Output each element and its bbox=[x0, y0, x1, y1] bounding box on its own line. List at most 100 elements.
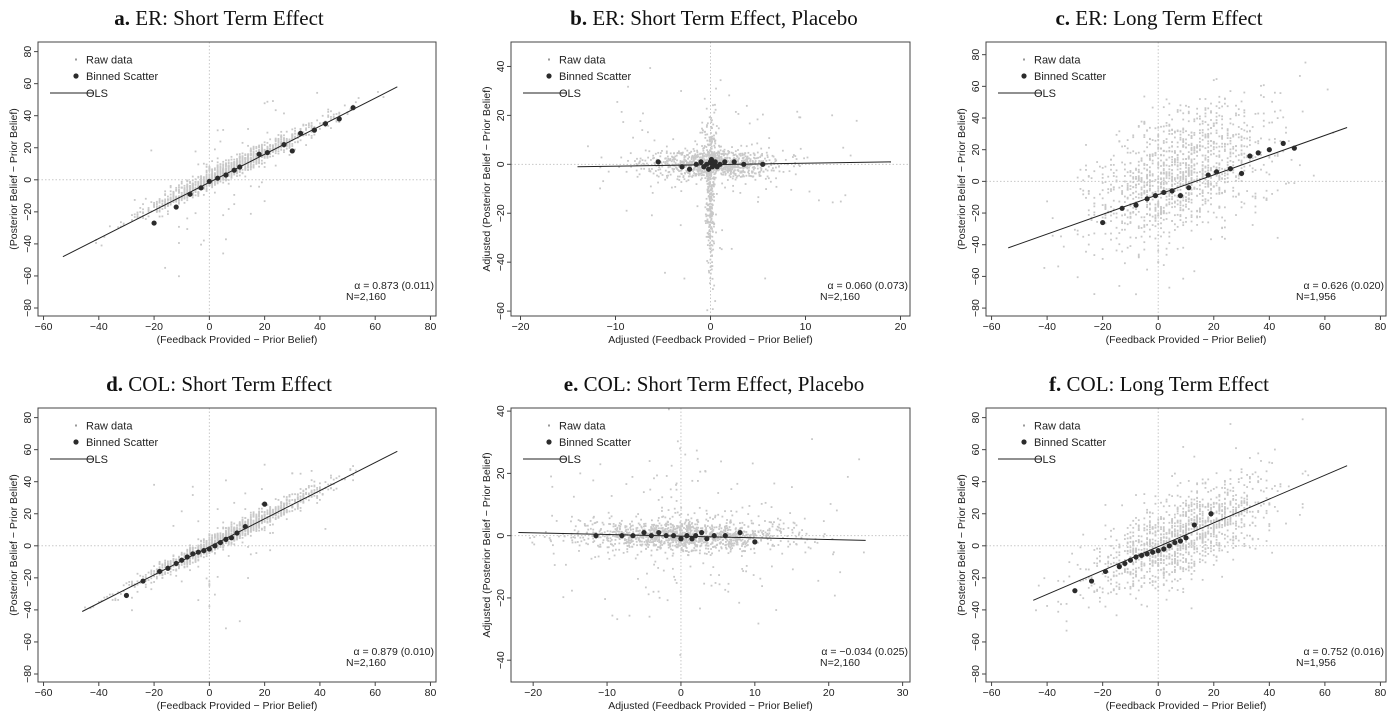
raw-data-point bbox=[1207, 185, 1210, 188]
raw-data-point bbox=[681, 161, 683, 164]
raw-data-point bbox=[706, 208, 708, 211]
raw-data-point bbox=[307, 122, 310, 125]
raw-data-point bbox=[1226, 137, 1229, 140]
raw-data-point bbox=[855, 119, 858, 122]
raw-data-point bbox=[674, 158, 677, 161]
raw-data-point bbox=[724, 166, 727, 169]
raw-data-point bbox=[1201, 221, 1204, 224]
raw-data-point bbox=[1201, 167, 1204, 170]
raw-data-point bbox=[1185, 138, 1187, 141]
raw-data-point bbox=[1265, 197, 1268, 200]
raw-data-point bbox=[307, 133, 310, 136]
raw-data-point bbox=[1210, 238, 1212, 241]
raw-data-point bbox=[202, 182, 205, 185]
raw-data-point bbox=[178, 199, 180, 202]
raw-data-point bbox=[1132, 176, 1135, 178]
raw-data-point bbox=[310, 125, 313, 128]
raw-data-point bbox=[1132, 197, 1135, 200]
raw-data-point bbox=[1282, 150, 1285, 153]
raw-data-point bbox=[712, 183, 715, 185]
raw-data-point bbox=[1254, 205, 1257, 208]
raw-data-point bbox=[178, 191, 180, 194]
raw-data-point bbox=[1240, 149, 1243, 152]
raw-data-point bbox=[1223, 168, 1226, 171]
raw-data-point bbox=[283, 511, 285, 514]
raw-data-point bbox=[1146, 163, 1149, 166]
raw-data-point bbox=[738, 162, 741, 165]
raw-data-point bbox=[743, 159, 746, 162]
raw-data-point bbox=[1176, 203, 1179, 206]
raw-data-point bbox=[1123, 262, 1126, 265]
raw-data-point bbox=[1215, 174, 1218, 177]
raw-data-point bbox=[1198, 184, 1201, 187]
raw-data-point bbox=[255, 158, 258, 161]
raw-data-point bbox=[1076, 233, 1079, 236]
raw-data-point bbox=[1171, 195, 1174, 198]
raw-data-point bbox=[1173, 200, 1176, 203]
raw-data-point bbox=[684, 172, 687, 175]
raw-data-point bbox=[1190, 161, 1193, 164]
raw-data-point bbox=[750, 143, 753, 146]
raw-data-point bbox=[222, 521, 225, 524]
raw-data-point bbox=[738, 166, 740, 169]
raw-data-point bbox=[1210, 127, 1212, 129]
raw-data-point bbox=[1240, 153, 1243, 156]
raw-data-point bbox=[1187, 200, 1190, 203]
raw-data-point bbox=[120, 225, 122, 228]
raw-data-point bbox=[108, 593, 111, 596]
raw-data-point bbox=[258, 529, 261, 532]
raw-data-point bbox=[155, 202, 158, 205]
raw-data-point bbox=[1143, 224, 1146, 227]
raw-data-point bbox=[158, 560, 161, 563]
raw-data-point bbox=[274, 150, 277, 153]
raw-data-point bbox=[692, 160, 695, 163]
raw-data-point bbox=[227, 208, 230, 210]
raw-data-point bbox=[1204, 200, 1207, 203]
raw-data-point bbox=[1212, 146, 1215, 148]
raw-data-point bbox=[1112, 212, 1115, 215]
raw-data-point bbox=[1182, 112, 1185, 115]
raw-data-point bbox=[652, 157, 654, 160]
x-tick-label: −60 bbox=[35, 321, 53, 333]
raw-data-point bbox=[680, 181, 683, 183]
raw-data-point bbox=[666, 160, 669, 163]
raw-data-point bbox=[1196, 216, 1199, 219]
raw-data-point bbox=[699, 178, 702, 181]
raw-data-point bbox=[1196, 162, 1199, 165]
raw-data-point bbox=[749, 154, 752, 156]
raw-data-point bbox=[1110, 190, 1112, 192]
raw-data-point bbox=[241, 155, 244, 158]
raw-data-point bbox=[208, 169, 211, 172]
panel-d: d. COL: Short Term Effect−60 −40 −20 0 20 40 6… bbox=[8, 372, 437, 712]
raw-data-point bbox=[682, 162, 685, 165]
raw-data-point bbox=[263, 102, 266, 105]
raw-data-point bbox=[180, 191, 183, 194]
x-tick-label: −40 bbox=[90, 321, 108, 333]
raw-data-point bbox=[1168, 156, 1171, 159]
raw-data-point bbox=[1157, 244, 1160, 247]
raw-data-point bbox=[1162, 149, 1165, 152]
raw-data-point bbox=[236, 175, 238, 177]
raw-data-point bbox=[382, 96, 385, 98]
raw-data-point bbox=[1182, 162, 1185, 164]
raw-data-point bbox=[169, 203, 172, 206]
raw-data-point bbox=[707, 204, 709, 206]
raw-data-point bbox=[1143, 248, 1146, 251]
raw-data-point bbox=[1201, 145, 1204, 148]
raw-data-point bbox=[133, 199, 136, 201]
raw-data-point bbox=[715, 193, 718, 195]
x-tick-label: 0 bbox=[206, 321, 212, 333]
raw-data-point bbox=[1173, 229, 1176, 231]
raw-data-point bbox=[713, 225, 715, 228]
raw-data-point bbox=[1204, 157, 1207, 160]
raw-data-point bbox=[252, 511, 255, 514]
raw-data-point bbox=[701, 163, 704, 166]
raw-data-point bbox=[319, 491, 321, 494]
raw-data-point bbox=[131, 214, 133, 216]
raw-data-point bbox=[737, 170, 740, 172]
raw-data-point bbox=[749, 159, 752, 162]
raw-data-point bbox=[1226, 181, 1229, 183]
raw-data-point bbox=[230, 172, 233, 175]
raw-data-cloud bbox=[84, 463, 357, 630]
raw-data-point bbox=[694, 140, 697, 143]
